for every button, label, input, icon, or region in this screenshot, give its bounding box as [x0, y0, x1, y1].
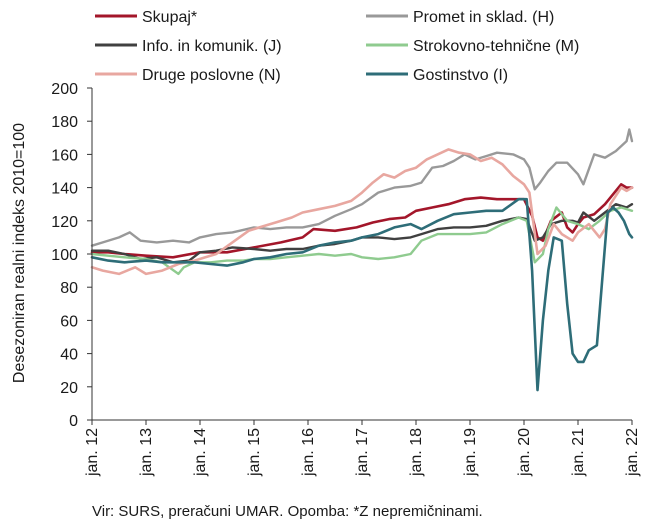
x-tick-label: jan. 22 [624, 428, 641, 477]
x-tick-label: jan. 19 [462, 428, 479, 477]
y-tick-label: 120 [51, 214, 78, 231]
series-line-2 [90, 128, 634, 247]
y-tick-label: 60 [60, 313, 78, 330]
y-tick-label: 80 [60, 280, 78, 297]
x-tick-label: jan. 13 [138, 428, 155, 477]
y-tick-label: 40 [60, 347, 78, 364]
series-line-5 [90, 148, 634, 276]
legend: Skupaj* Promet in sklad. (H) Info. in komu… [95, 9, 579, 84]
y-tick-label: 180 [51, 114, 78, 131]
y-tick-label: 0 [69, 413, 78, 430]
x-tick-label: jan. 16 [300, 428, 317, 477]
axes: 0 20 40 60 80 100 120 140 160 180 200 jan. 12 jan. 1… [51, 81, 641, 477]
series-line-1 [90, 183, 634, 259]
legend-label: Promet in sklad. (H) [413, 9, 554, 26]
legend-label: Skupaj* [142, 9, 197, 26]
x-tick-label: jan. 17 [354, 428, 371, 477]
legend-label: Info. in komunik. (J) [142, 38, 282, 55]
series-layer [90, 128, 634, 392]
x-tick-label: jan. 18 [408, 428, 425, 477]
series-line-4 [90, 206, 634, 276]
series-line-3 [90, 203, 634, 264]
y-tick-label: 20 [60, 380, 78, 397]
legend-label: Strokovno-tehnične (M) [413, 38, 579, 55]
x-tick-label: jan. 12 [84, 428, 101, 477]
x-tick-label: jan. 15 [246, 428, 263, 477]
y-tick-label: 160 [51, 147, 78, 164]
x-tick-label: jan. 21 [570, 428, 587, 477]
legend-label: Gostinstvo (I) [413, 67, 508, 84]
x-tick-label: jan. 14 [192, 428, 209, 477]
source-note: Vir: SURS, preračuni UMAR. Opomba: *Z ne… [92, 503, 483, 520]
y-tick-label: 140 [51, 181, 78, 198]
x-tick-label: jan. 20 [516, 428, 533, 477]
y-tick-label: 100 [51, 247, 78, 264]
y-tick-label: 200 [51, 81, 78, 98]
legend-label: Druge poslovne (N) [142, 67, 281, 84]
y-axis-label: Desezoniran realni indeks 2010=100 [11, 123, 28, 383]
series-line-6 [90, 197, 634, 392]
